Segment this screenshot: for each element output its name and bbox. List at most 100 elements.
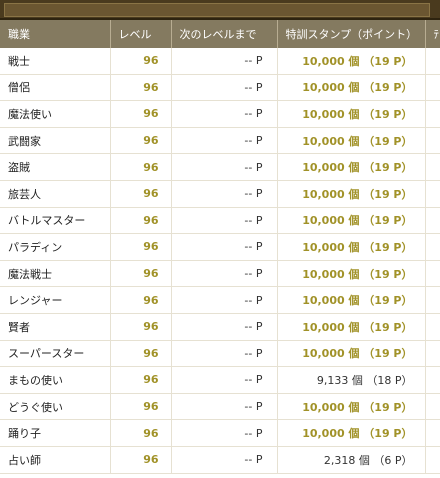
job-level: 96 <box>110 393 172 421</box>
table-row: パラディン 96 -- P 10,000 個 （19 P） <box>0 233 440 261</box>
training-stamp-count: 10,000 個 （19 P） <box>277 100 426 128</box>
next-level-points: -- P <box>171 153 278 181</box>
partial-column-cell <box>425 313 440 341</box>
job-level: 96 <box>110 48 172 75</box>
job-name: 戦士 <box>0 48 111 75</box>
table-row: 魔法使い 96 -- P 10,000 個 （19 P） <box>0 100 440 128</box>
next-level-points: -- P <box>171 340 278 368</box>
training-stamp-count: 10,000 個 （19 P） <box>277 127 426 155</box>
job-level: 96 <box>110 419 172 447</box>
job-level: 96 <box>110 366 172 394</box>
training-stamp-count: 10,000 個 （19 P） <box>277 207 426 235</box>
header-level: レベル <box>110 20 172 48</box>
next-level-points: -- P <box>171 48 278 75</box>
job-level: 96 <box>110 207 172 235</box>
next-level-points: -- P <box>171 260 278 288</box>
job-level: 96 <box>110 180 172 208</box>
next-level-points: -- P <box>171 286 278 314</box>
next-level-points: -- P <box>171 446 278 474</box>
table-row: 踊り子 96 -- P 10,000 個 （19 P） <box>0 419 440 447</box>
job-level: 96 <box>110 286 172 314</box>
table-row: 賢者 96 -- P 10,000 個 （19 P） <box>0 313 440 341</box>
job-name: 賢者 <box>0 313 111 341</box>
partial-column-cell <box>425 180 440 208</box>
partial-column-cell <box>425 366 440 394</box>
job-name: パラディン <box>0 233 111 261</box>
next-level-points: -- P <box>171 313 278 341</box>
job-level: 96 <box>110 127 172 155</box>
partial-column-cell <box>425 340 440 368</box>
job-level: 96 <box>110 74 172 102</box>
table-row: 旅芸人 96 -- P 10,000 個 （19 P） <box>0 180 440 208</box>
table-row: スーパースター 96 -- P 10,000 個 （19 P） <box>0 340 440 368</box>
training-stamp-count: 9,133 個 （18 P） <box>277 366 426 394</box>
job-level: 96 <box>110 340 172 368</box>
partial-column-cell <box>425 100 440 128</box>
next-level-points: -- P <box>171 207 278 235</box>
header-next-level: 次のレベルまで <box>171 20 278 48</box>
job-name: バトルマスター <box>0 207 111 235</box>
partial-column-cell <box>425 48 440 75</box>
partial-column-cell <box>425 393 440 421</box>
table-row: レンジャー 96 -- P 10,000 個 （19 P） <box>0 286 440 314</box>
next-level-points: -- P <box>171 180 278 208</box>
job-name: 盗賊 <box>0 153 111 181</box>
job-name: 旅芸人 <box>0 180 111 208</box>
partial-column-cell <box>425 446 440 474</box>
header-training-stamp: 特訓スタンプ（ポイント） <box>277 20 426 48</box>
training-stamp-count: 10,000 個 （19 P） <box>277 233 426 261</box>
job-name: 武闘家 <box>0 127 111 155</box>
table-row: どうぐ使い 96 -- P 10,000 個 （19 P） <box>0 393 440 421</box>
table-header: 職業 レベル 次のレベルまで 特訓スタンプ（ポイント） ﾃ <box>0 20 440 48</box>
training-stamp-count: 2,318 個 （6 P） <box>277 446 426 474</box>
training-stamp-count: 10,000 個 （19 P） <box>277 180 426 208</box>
training-stamp-count: 10,000 個 （19 P） <box>277 153 426 181</box>
top-frame-border <box>0 0 440 20</box>
job-level: 96 <box>110 233 172 261</box>
job-name: 魔法使い <box>0 100 111 128</box>
next-level-points: -- P <box>171 100 278 128</box>
partial-column-cell <box>425 153 440 181</box>
job-level: 96 <box>110 153 172 181</box>
training-stamp-count: 10,000 個 （19 P） <box>277 313 426 341</box>
training-stamp-count: 10,000 個 （19 P） <box>277 48 426 75</box>
table-row: 僧侶 96 -- P 10,000 個 （19 P） <box>0 74 440 102</box>
next-level-points: -- P <box>171 366 278 394</box>
job-level: 96 <box>110 446 172 474</box>
partial-column-cell <box>425 260 440 288</box>
training-stamp-count: 10,000 個 （19 P） <box>277 340 426 368</box>
training-stamp-count: 10,000 個 （19 P） <box>277 286 426 314</box>
table-row: 戦士 96 -- P 10,000 個 （19 P） <box>0 48 440 75</box>
job-level-table: 職業 レベル 次のレベルまで 特訓スタンプ（ポイント） ﾃ 戦士 96 -- P 10… <box>0 20 440 474</box>
next-level-points: -- P <box>171 419 278 447</box>
job-name: レンジャー <box>0 286 111 314</box>
table-row: 魔法戦士 96 -- P 10,000 個 （19 P） <box>0 260 440 288</box>
header-job: 職業 <box>0 20 111 48</box>
training-stamp-count: 10,000 個 （19 P） <box>277 393 426 421</box>
training-stamp-count: 10,000 個 （19 P） <box>277 260 426 288</box>
table-row: バトルマスター 96 -- P 10,000 個 （19 P） <box>0 207 440 235</box>
table-row: 盗賊 96 -- P 10,000 個 （19 P） <box>0 153 440 181</box>
job-name: 占い師 <box>0 446 111 474</box>
table-row: 武闘家 96 -- P 10,000 個 （19 P） <box>0 127 440 155</box>
partial-column-cell <box>425 207 440 235</box>
partial-column-cell <box>425 233 440 261</box>
job-level: 96 <box>110 100 172 128</box>
next-level-points: -- P <box>171 393 278 421</box>
job-name: どうぐ使い <box>0 393 111 421</box>
header-partial-column: ﾃ <box>425 20 440 48</box>
partial-column-cell <box>425 127 440 155</box>
partial-column-cell <box>425 286 440 314</box>
training-stamp-count: 10,000 個 （19 P） <box>277 74 426 102</box>
job-name: まもの使い <box>0 366 111 394</box>
job-name: 魔法戦士 <box>0 260 111 288</box>
table-row: 占い師 96 -- P 2,318 個 （6 P） <box>0 446 440 474</box>
job-level: 96 <box>110 260 172 288</box>
next-level-points: -- P <box>171 74 278 102</box>
job-name: 僧侶 <box>0 74 111 102</box>
next-level-points: -- P <box>171 233 278 261</box>
table-row: まもの使い 96 -- P 9,133 個 （18 P） <box>0 366 440 394</box>
job-name: 踊り子 <box>0 419 111 447</box>
partial-column-cell <box>425 419 440 447</box>
table-body: 戦士 96 -- P 10,000 個 （19 P） 僧侶 96 -- P 10,000 個 … <box>0 48 440 474</box>
